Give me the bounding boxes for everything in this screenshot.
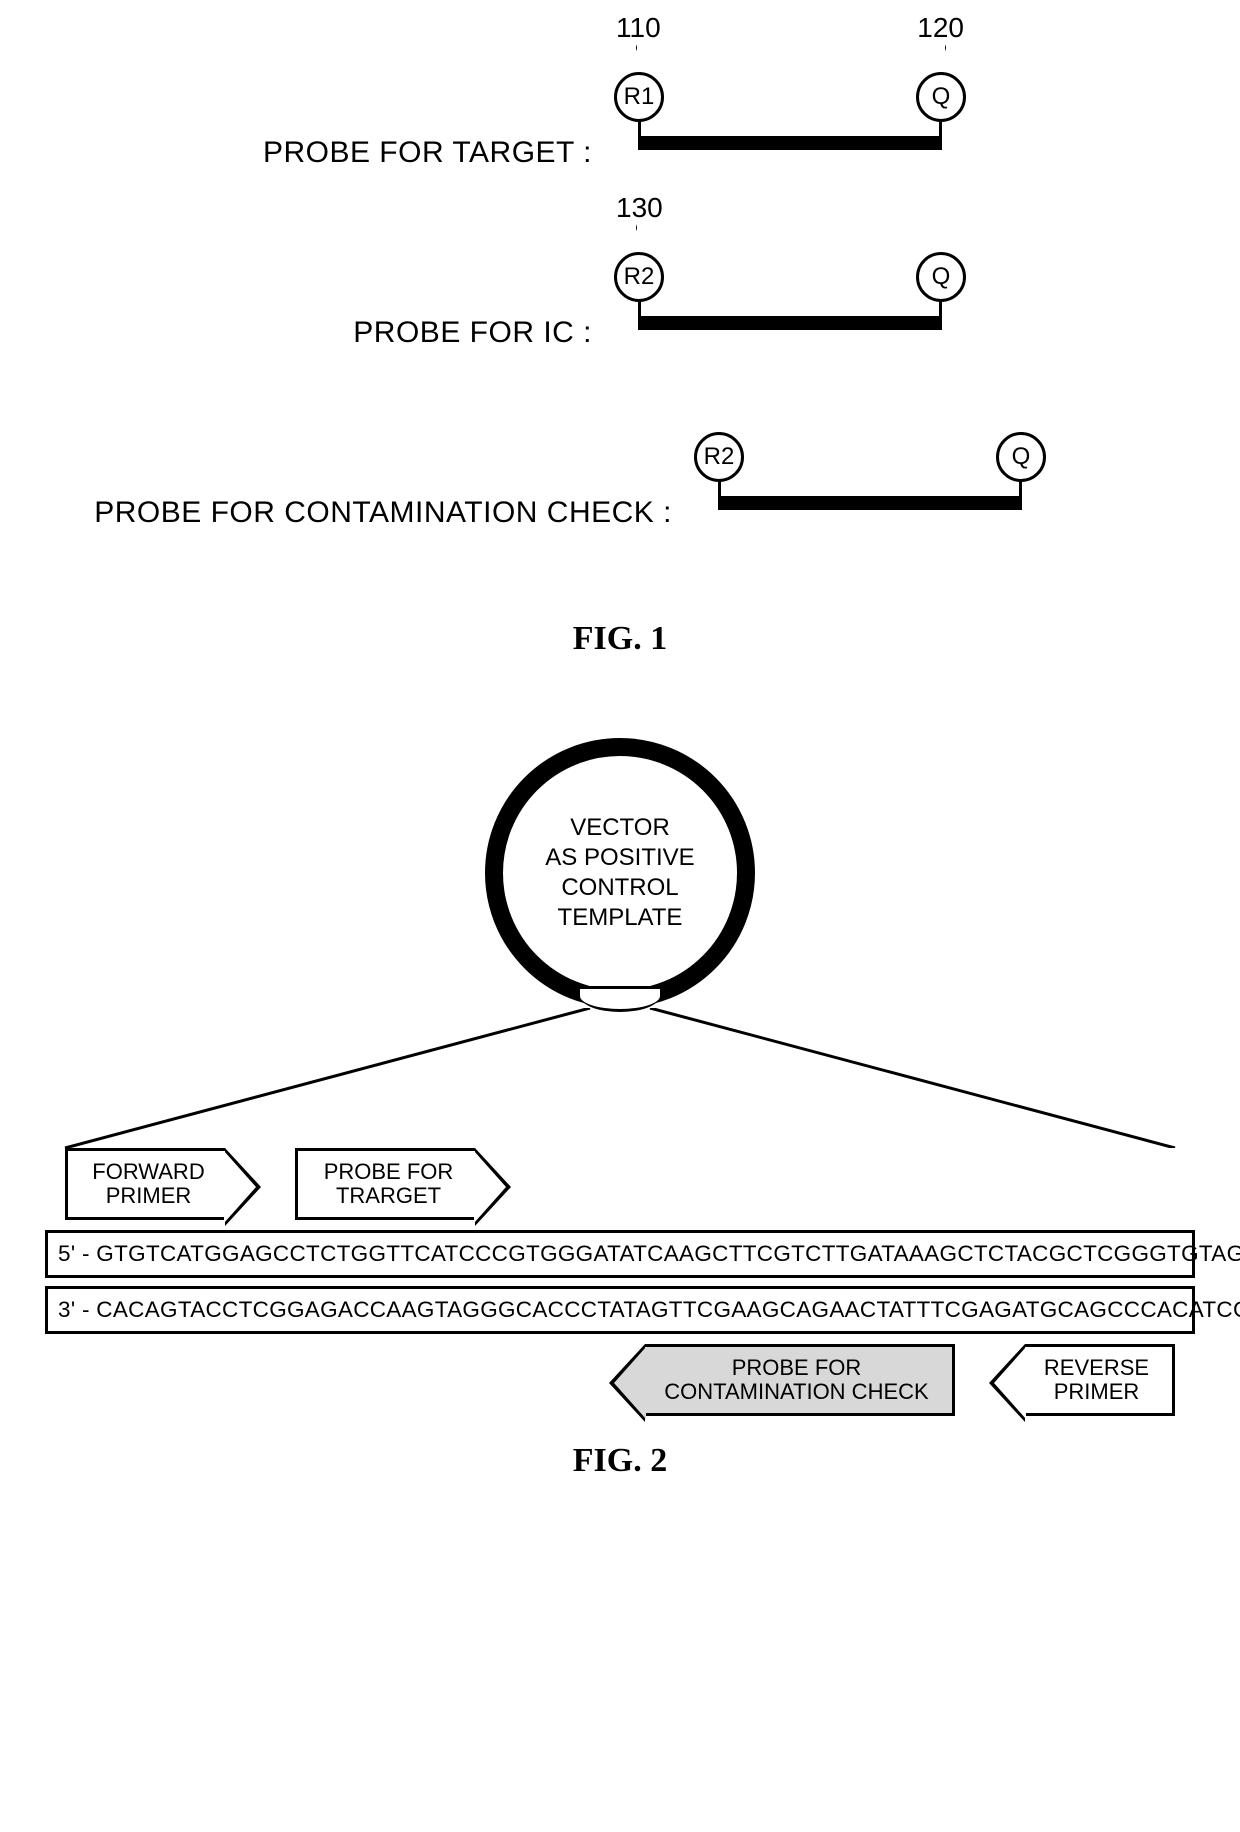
vector-text: VECTORAS POSITIVECONTROLTEMPLATE <box>505 758 735 988</box>
figure-2: VECTORAS POSITIVECONTROLTEMPLATE FORWARD… <box>45 738 1195 1422</box>
probe-bar <box>638 136 942 150</box>
probe-label: PROBE FOR CONTAMINATION CHECK : <box>70 496 690 530</box>
squiggle-icon <box>634 42 637 64</box>
quencher-marker: Q <box>916 252 966 302</box>
probe-label: PROBE FOR TARGET : <box>70 136 610 170</box>
reporter-marker: R2 <box>694 432 744 482</box>
sequence-5-3: 5' - GTGTCATGGAGCCTCTGGTTCATCCCGTGGGATAT… <box>45 1230 1195 1278</box>
reference-label: 110 <box>616 12 661 44</box>
left-block-arrow: PROBE FORCONTAMINATION CHECK <box>645 1344 955 1416</box>
arrow-label: FORWARDPRIMER <box>80 1160 217 1208</box>
arrow-label: PROBE FORTRARGET <box>310 1160 467 1208</box>
probe-row: PROBE FOR IC :R2Q130 <box>70 240 1170 350</box>
probe-bar <box>638 316 942 330</box>
expand-svg <box>45 1008 1195 1148</box>
right-block-arrow: PROBE FORTRARGET <box>295 1148 475 1220</box>
arrow-label: REVERSEPRIMER <box>1033 1356 1160 1404</box>
probe-row: PROBE FOR TARGET :R1Q110120 <box>70 60 1170 170</box>
squiggle-icon <box>943 42 946 64</box>
fig1-caption: FIG. 1 <box>573 620 667 658</box>
probe-bar <box>718 496 1022 510</box>
probe-diagram: R2Q130 <box>610 240 970 350</box>
squiggle-icon <box>634 222 637 244</box>
probe-label: PROBE FOR IC : <box>70 316 610 350</box>
probe-diagram: R2 Q <box>690 420 1050 530</box>
left-block-arrow: REVERSEPRIMER <box>1025 1344 1175 1416</box>
reference-label: 130 <box>616 192 663 224</box>
probe-diagram: R1Q110120 <box>610 60 970 170</box>
sequence-3-5: 3' - CACAGTACCTCGGAGACCAAGTAGGGCACCCTATA… <box>45 1286 1195 1334</box>
figure-container: PROBE FOR TARGET :R1Q110120PROBE FOR IC … <box>20 40 1220 1540</box>
top-arrow-row: FORWARDPRIMER PROBE FORTRARGET <box>45 1148 1195 1220</box>
quencher-marker: Q <box>916 72 966 122</box>
vector-circle: VECTORAS POSITIVECONTROLTEMPLATE <box>485 738 755 1008</box>
reporter-marker: R2 <box>614 252 664 302</box>
arrow-label: PROBE FORCONTAMINATION CHECK <box>653 1356 940 1404</box>
bottom-arrow-row: PROBE FORCONTAMINATION CHECK REVERSEPRIME… <box>45 1344 1195 1416</box>
right-block-arrow: FORWARDPRIMER <box>65 1148 225 1220</box>
expand-lines <box>45 1008 1195 1148</box>
figure-1: PROBE FOR TARGET :R1Q110120PROBE FOR IC … <box>70 60 1170 600</box>
probe-row: PROBE FOR CONTAMINATION CHECK :R2 Q <box>70 420 1170 530</box>
quencher-marker: Q <box>996 432 1046 482</box>
fig2-caption: FIG. 2 <box>573 1442 667 1480</box>
reference-label: 120 <box>917 12 964 44</box>
reporter-marker: R1 <box>614 72 664 122</box>
